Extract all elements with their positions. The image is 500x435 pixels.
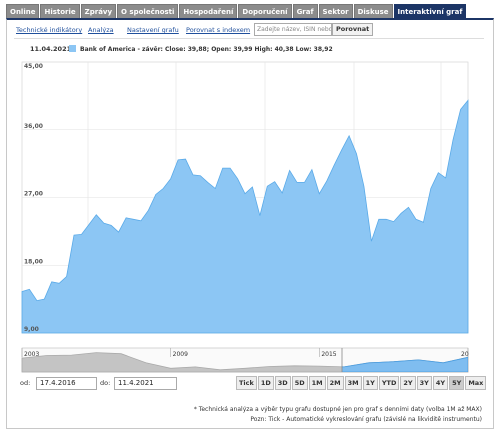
navigator-label: 2015 bbox=[321, 351, 336, 358]
tab[interactable]: Zprávy bbox=[80, 4, 117, 18]
range-button[interactable]: 3M bbox=[344, 376, 362, 390]
footnote: * Technická analýza a výběr typu grafu d… bbox=[193, 406, 482, 413]
tab[interactable]: Interaktivní graf bbox=[393, 4, 467, 18]
compare-button[interactable]: Porovnat bbox=[332, 23, 374, 36]
tab[interactable]: Sektor bbox=[318, 4, 353, 18]
tab[interactable]: Doporučení bbox=[238, 4, 292, 18]
range-button[interactable]: 5D bbox=[291, 376, 308, 390]
range-button[interactable]: 2M bbox=[326, 376, 344, 390]
range-button[interactable]: 1D bbox=[257, 376, 274, 390]
tab[interactable]: Diskuse bbox=[353, 4, 393, 18]
range-button[interactable]: 3Y bbox=[416, 376, 432, 390]
to-label: do: bbox=[100, 379, 111, 387]
range-button[interactable]: 1M bbox=[308, 376, 326, 390]
from-label: od: bbox=[20, 379, 31, 387]
y-tick-label: 9,00 bbox=[24, 326, 39, 333]
range-buttons: Tick 1D 3D 5D 1M 2M 3M 1Y YTD 2Y 3Y 4Y 5Y Max bbox=[236, 376, 487, 390]
range-button[interactable]: 4Y bbox=[432, 376, 449, 390]
range-button[interactable]: Tick bbox=[236, 376, 257, 390]
legend-label: Bank of America - závěr: Close: 39,88; O… bbox=[80, 46, 333, 53]
range-button[interactable]: 1Y bbox=[362, 376, 378, 390]
search-input[interactable]: Zadejte název, ISIN nebo bbox=[254, 23, 332, 36]
tabs: Online Historie Zprávy O společnosti Hospoda… bbox=[6, 4, 467, 18]
range-button[interactable]: 5Y bbox=[449, 376, 465, 390]
frame bbox=[6, 18, 494, 429]
range-button[interactable]: 2Y bbox=[400, 376, 416, 390]
area bbox=[21, 99, 469, 334]
navigator-label: 2009 bbox=[173, 351, 188, 358]
range-button[interactable]: Max bbox=[465, 376, 487, 390]
legend-swatch bbox=[69, 45, 76, 52]
y-tick-label: 27,00 bbox=[24, 191, 43, 198]
tab[interactable]: Hospodaření bbox=[179, 4, 238, 18]
area bbox=[342, 356, 468, 372]
y-tick-label: 18,00 bbox=[24, 258, 43, 265]
tab[interactable]: Online bbox=[6, 4, 40, 18]
separator bbox=[14, 38, 484, 39]
tab[interactable]: Graf bbox=[292, 4, 318, 18]
navigator-label: 20 bbox=[461, 351, 469, 358]
y-tick-label: 45,00 bbox=[24, 63, 43, 70]
to-input[interactable]: 11.4.2021 bbox=[114, 377, 177, 390]
link[interactable]: Nastavení grafu bbox=[127, 26, 179, 34]
chart-date: 11.04.2021 bbox=[30, 45, 72, 53]
link[interactable]: Technické indikátory bbox=[16, 26, 83, 34]
link[interactable]: Analýza bbox=[88, 26, 114, 34]
range-button[interactable]: YTD bbox=[378, 376, 400, 390]
y-tick-label: 36,00 bbox=[24, 123, 43, 130]
from-input[interactable]: 17.4.2016 bbox=[36, 377, 97, 390]
range-button[interactable]: 3D bbox=[274, 376, 291, 390]
navigator-label: 2003 bbox=[24, 351, 39, 358]
tab[interactable]: O společnosti bbox=[117, 4, 179, 18]
footnote: Pozn: Tick - Automatické vykreslování gr… bbox=[250, 416, 482, 423]
link[interactable]: Porovnat s indexem bbox=[186, 26, 251, 34]
tab[interactable]: Historie bbox=[40, 4, 80, 18]
